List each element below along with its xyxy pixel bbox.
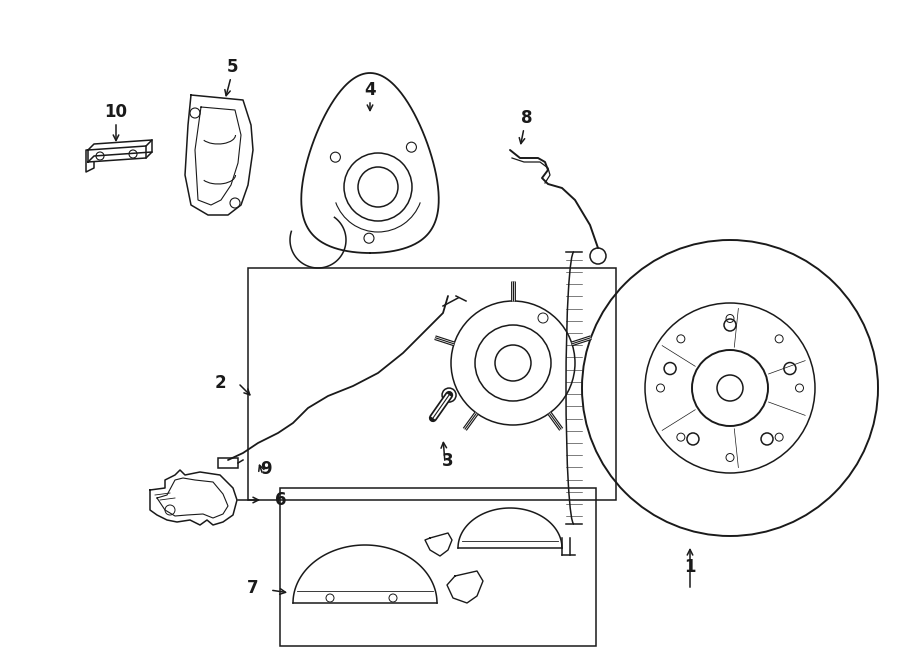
Text: 7: 7: [247, 579, 258, 597]
Text: 1: 1: [684, 558, 696, 576]
Text: 8: 8: [521, 109, 533, 127]
Bar: [248, 268, 616, 500]
Text: 6: 6: [275, 491, 286, 509]
Text: 5: 5: [227, 58, 239, 76]
Circle shape: [442, 388, 456, 402]
Text: 10: 10: [104, 103, 128, 121]
Text: 3: 3: [442, 452, 454, 470]
Text: 4: 4: [364, 81, 376, 99]
Bar: [218, 458, 238, 468]
Text: 9: 9: [260, 460, 272, 478]
Text: 2: 2: [214, 374, 226, 392]
Bar: [280, 488, 596, 646]
